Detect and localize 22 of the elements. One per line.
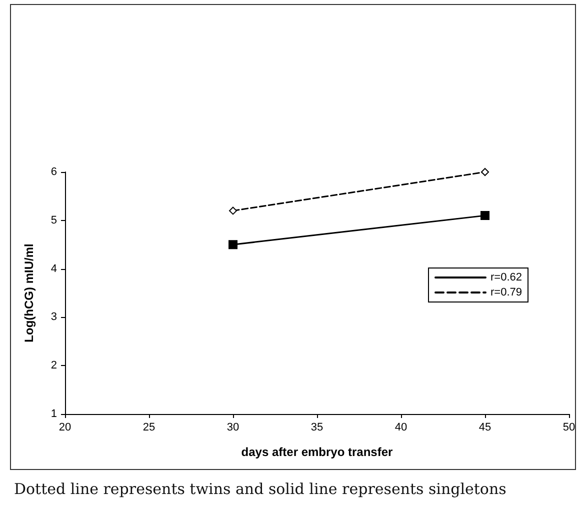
x-axis-title: days after embryo transfer (241, 445, 394, 459)
x-tick-label: 50 (562, 422, 576, 434)
point (480, 211, 490, 220)
x-tick-label: 20 (58, 422, 72, 434)
text: Dotted line represents twins and solid line represents singletons (14, 480, 506, 498)
y-tick-label: 1 (50, 408, 57, 420)
point (481, 168, 489, 176)
x-tick-label: 35 (310, 422, 324, 434)
x-tick-label: 30 (226, 422, 240, 434)
point (228, 240, 238, 250)
legend-label: r=0.79 (490, 286, 522, 298)
y-tick-label: 5 (50, 214, 57, 226)
x-tick-label: 40 (394, 422, 408, 434)
x-tick-label: 45 (478, 422, 492, 434)
x-tick-label: 25 (142, 422, 156, 434)
y-tick-label: 6 (50, 166, 57, 178)
y-tick-label: 4 (50, 262, 57, 275)
y-tick-label: 3 (50, 311, 57, 324)
legend-label: r=0.62 (490, 272, 522, 284)
y-axis-title: Log(hCG) mIU/ml (22, 244, 36, 342)
point (229, 206, 237, 215)
y-tick-label: 2 (50, 360, 57, 372)
